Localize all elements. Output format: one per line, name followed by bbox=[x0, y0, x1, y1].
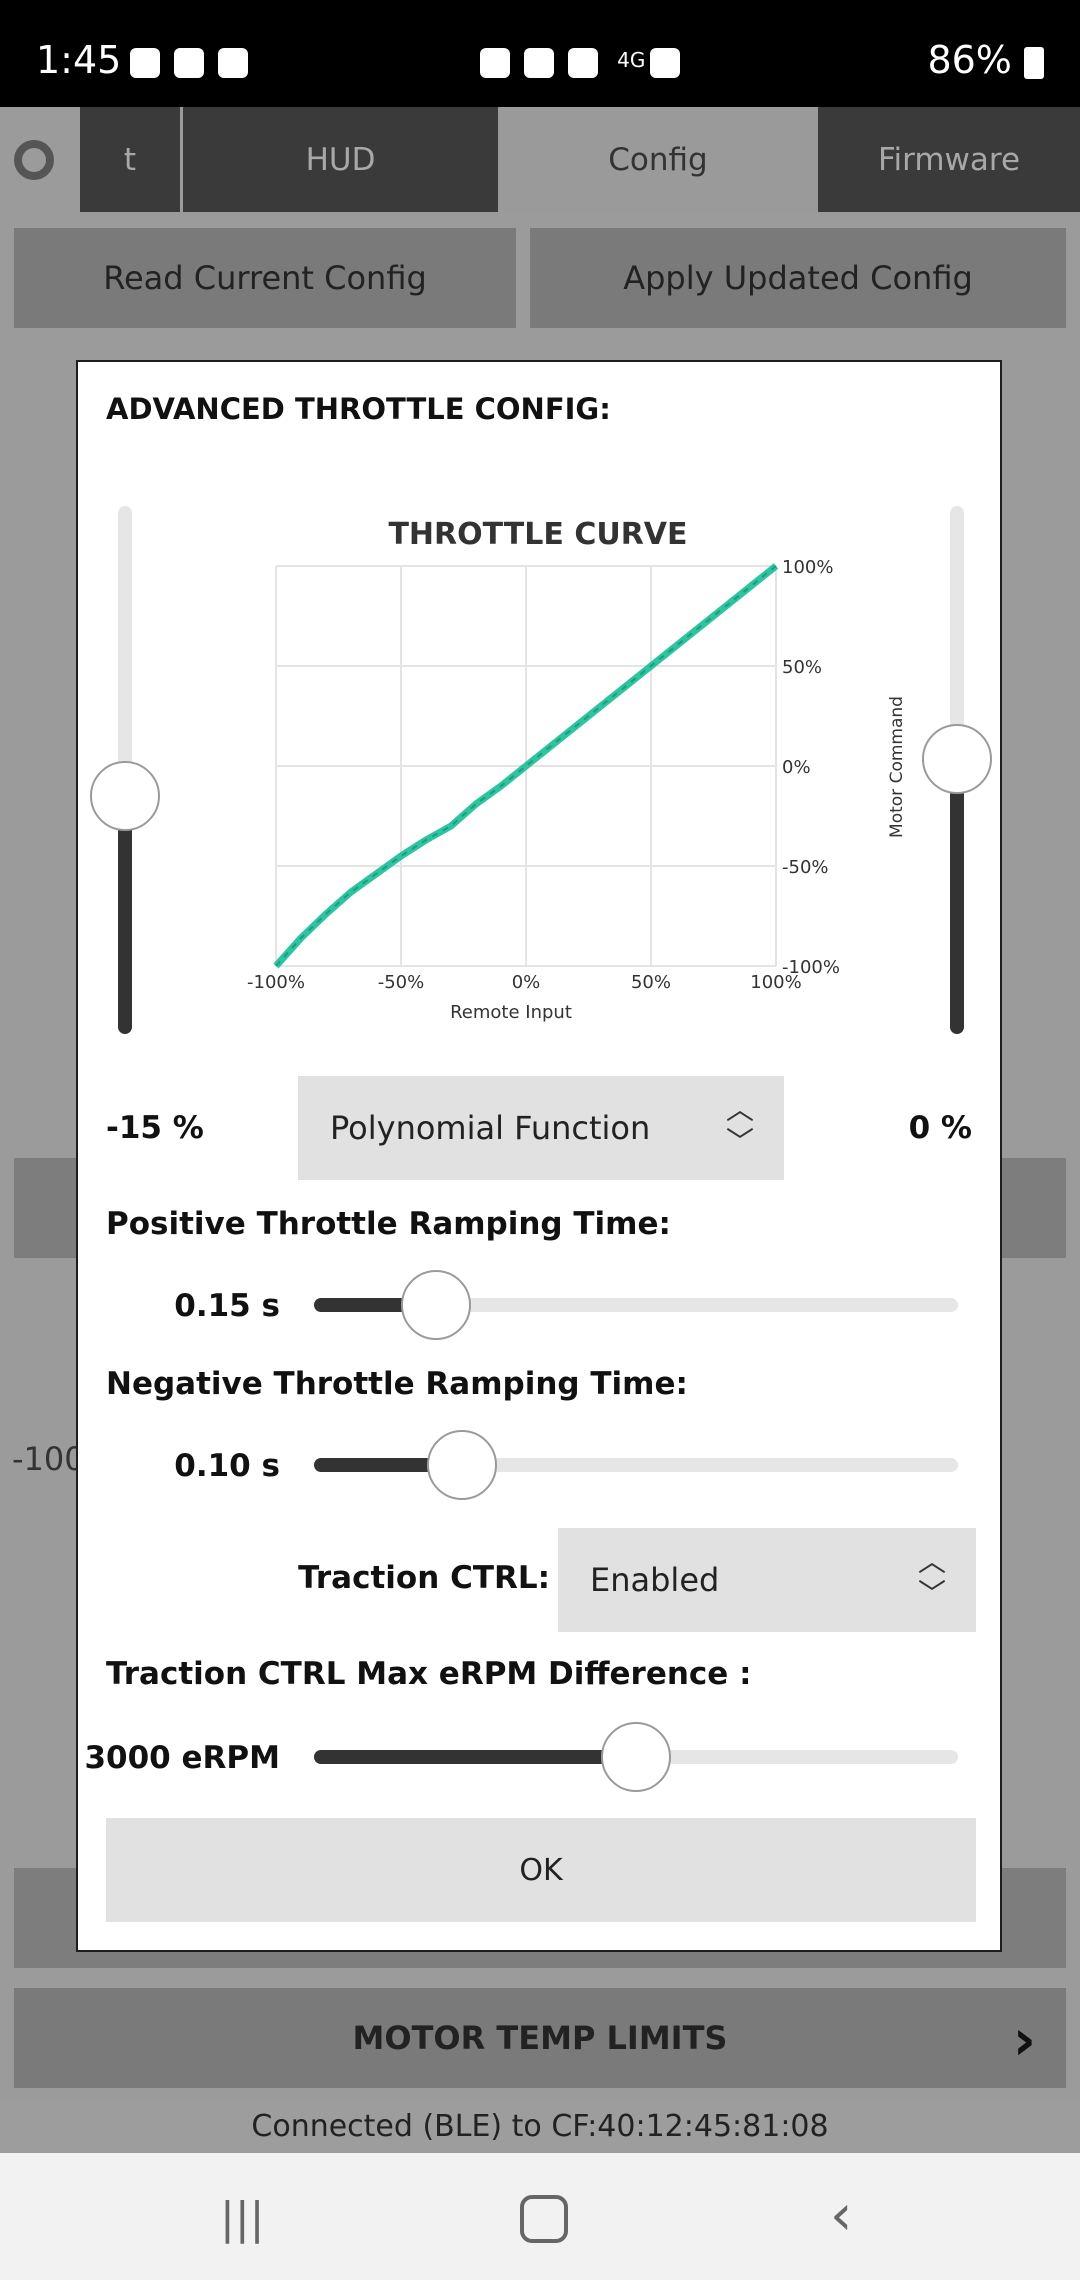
home-icon bbox=[174, 48, 204, 78]
chart-grid bbox=[275, 565, 777, 967]
chevron-right-icon: › bbox=[1012, 2008, 1036, 2073]
wifi-icon bbox=[568, 48, 598, 78]
chart-title: THROTTLE CURVE bbox=[388, 517, 687, 552]
home-icon[interactable] bbox=[520, 2195, 568, 2243]
signal-icon bbox=[650, 48, 681, 78]
traction-ctrl-label: Traction CTRL: bbox=[298, 1560, 550, 1596]
network-type: 4G bbox=[617, 48, 646, 72]
y-tick-label: 100% bbox=[782, 557, 833, 578]
gallery-icon bbox=[218, 48, 248, 78]
chart-series bbox=[273, 563, 779, 969]
music-icon bbox=[130, 48, 160, 78]
motor-temp-label: MOTOR TEMP LIMITS bbox=[352, 2019, 728, 2057]
slider-thumb[interactable] bbox=[922, 724, 992, 794]
slider-fill bbox=[950, 759, 964, 1034]
negative-ramp-label: Negative Throttle Ramping Time: bbox=[106, 1366, 688, 1402]
notification-icons bbox=[130, 48, 262, 78]
slider-fill bbox=[314, 1458, 462, 1472]
alarm-icon bbox=[480, 48, 510, 78]
tab-firmware[interactable]: Firmware bbox=[818, 107, 1080, 212]
negative-ramp-value: 0.10 s bbox=[174, 1448, 280, 1484]
y-axis-label: Motor Command bbox=[887, 696, 907, 838]
navigation-bar: ||| ‹ bbox=[0, 2153, 1080, 2280]
slider-thumb[interactable] bbox=[401, 1270, 471, 1340]
slider-thumb[interactable] bbox=[427, 1430, 497, 1500]
x-tick-label: 50% bbox=[631, 972, 671, 993]
slider-fill bbox=[118, 796, 132, 1034]
y-tick-label: 0% bbox=[782, 757, 811, 778]
advanced-throttle-dialog: ADVANCED THROTTLE CONFIG: THROTTLE CURVE… bbox=[76, 360, 1002, 1952]
status-bar: 1:45 4G 86% bbox=[0, 0, 1080, 107]
positive-ramp-value: 0.15 s bbox=[174, 1288, 280, 1324]
ok-button[interactable]: OK bbox=[106, 1818, 976, 1922]
select-value: Polynomial Function bbox=[330, 1109, 651, 1147]
right-vertical-slider[interactable] bbox=[922, 506, 992, 1034]
y-tick-label: 50% bbox=[782, 657, 822, 678]
battery-percent: 86% bbox=[927, 38, 1044, 82]
connection-status: Connected (BLE) to CF:40:12:45:81:08 bbox=[0, 2100, 1080, 2153]
positive-ramp-slider[interactable] bbox=[314, 1270, 958, 1340]
x-tick-label: 0% bbox=[512, 972, 541, 993]
recent-apps-icon[interactable]: ||| bbox=[220, 2193, 265, 2244]
tab-config[interactable]: Config bbox=[498, 107, 818, 212]
tab-partial[interactable]: t bbox=[80, 107, 180, 212]
read-config-button[interactable]: Read Current Config bbox=[14, 228, 516, 328]
slider-track bbox=[314, 1298, 958, 1312]
chevron-up-down-icon: ︿ ﹀ bbox=[725, 1093, 754, 1158]
slider-thumb[interactable] bbox=[90, 761, 160, 831]
system-icons: 4G bbox=[480, 48, 694, 78]
erpm-value: 3000 eRPM bbox=[84, 1740, 280, 1776]
slider-fill bbox=[314, 1750, 636, 1764]
curve-function-select[interactable]: Polynomial Function ︿ ﹀ bbox=[298, 1076, 784, 1180]
motor-temp-limits-button[interactable]: MOTOR TEMP LIMITS › bbox=[14, 1988, 1066, 2088]
gear-icon[interactable] bbox=[14, 140, 54, 180]
apply-config-button[interactable]: Apply Updated Config bbox=[530, 228, 1066, 328]
left-throttle-value: -15 % bbox=[106, 1110, 204, 1146]
positive-ramp-label: Positive Throttle Ramping Time: bbox=[106, 1206, 671, 1242]
slider-thumb[interactable] bbox=[601, 1722, 671, 1792]
chevron-up-down-icon: ︿ ﹀ bbox=[917, 1545, 946, 1610]
erpm-label: Traction CTRL Max eRPM Difference : bbox=[106, 1656, 752, 1692]
x-tick-label: -50% bbox=[378, 972, 425, 993]
x-tick-label: 100% bbox=[750, 972, 801, 993]
dialog-title: ADVANCED THROTTLE CONFIG: bbox=[106, 392, 611, 426]
tab-hud[interactable]: HUD bbox=[183, 107, 498, 212]
back-icon[interactable]: ‹ bbox=[830, 2183, 853, 2248]
throttle-curve-chart: THROTTLE CURVE -100% -50% 0% 50% 100% 100% 50%… bbox=[247, 517, 907, 1023]
y-tick-label: -100% bbox=[782, 957, 840, 978]
bg-value-label: -100 bbox=[12, 1440, 85, 1478]
negative-ramp-slider[interactable] bbox=[314, 1430, 958, 1500]
y-tick-label: -50% bbox=[782, 857, 829, 878]
x-axis-label: Remote Input bbox=[450, 1002, 572, 1023]
mute-icon bbox=[524, 48, 554, 78]
chart-ticks: -100% -50% 0% 50% 100% 100% 50% 0% -50% -100% bbox=[247, 557, 840, 993]
left-vertical-slider[interactable] bbox=[90, 506, 160, 1034]
status-time: 1:45 bbox=[36, 38, 122, 82]
erpm-slider[interactable] bbox=[314, 1722, 958, 1792]
series-line bbox=[273, 563, 779, 969]
select-value: Enabled bbox=[590, 1561, 720, 1599]
right-throttle-value: 0 % bbox=[908, 1110, 972, 1146]
battery-icon bbox=[1024, 46, 1044, 79]
x-tick-label: -100% bbox=[247, 972, 305, 993]
traction-ctrl-select[interactable]: Enabled ︿ ﹀ bbox=[558, 1528, 976, 1632]
